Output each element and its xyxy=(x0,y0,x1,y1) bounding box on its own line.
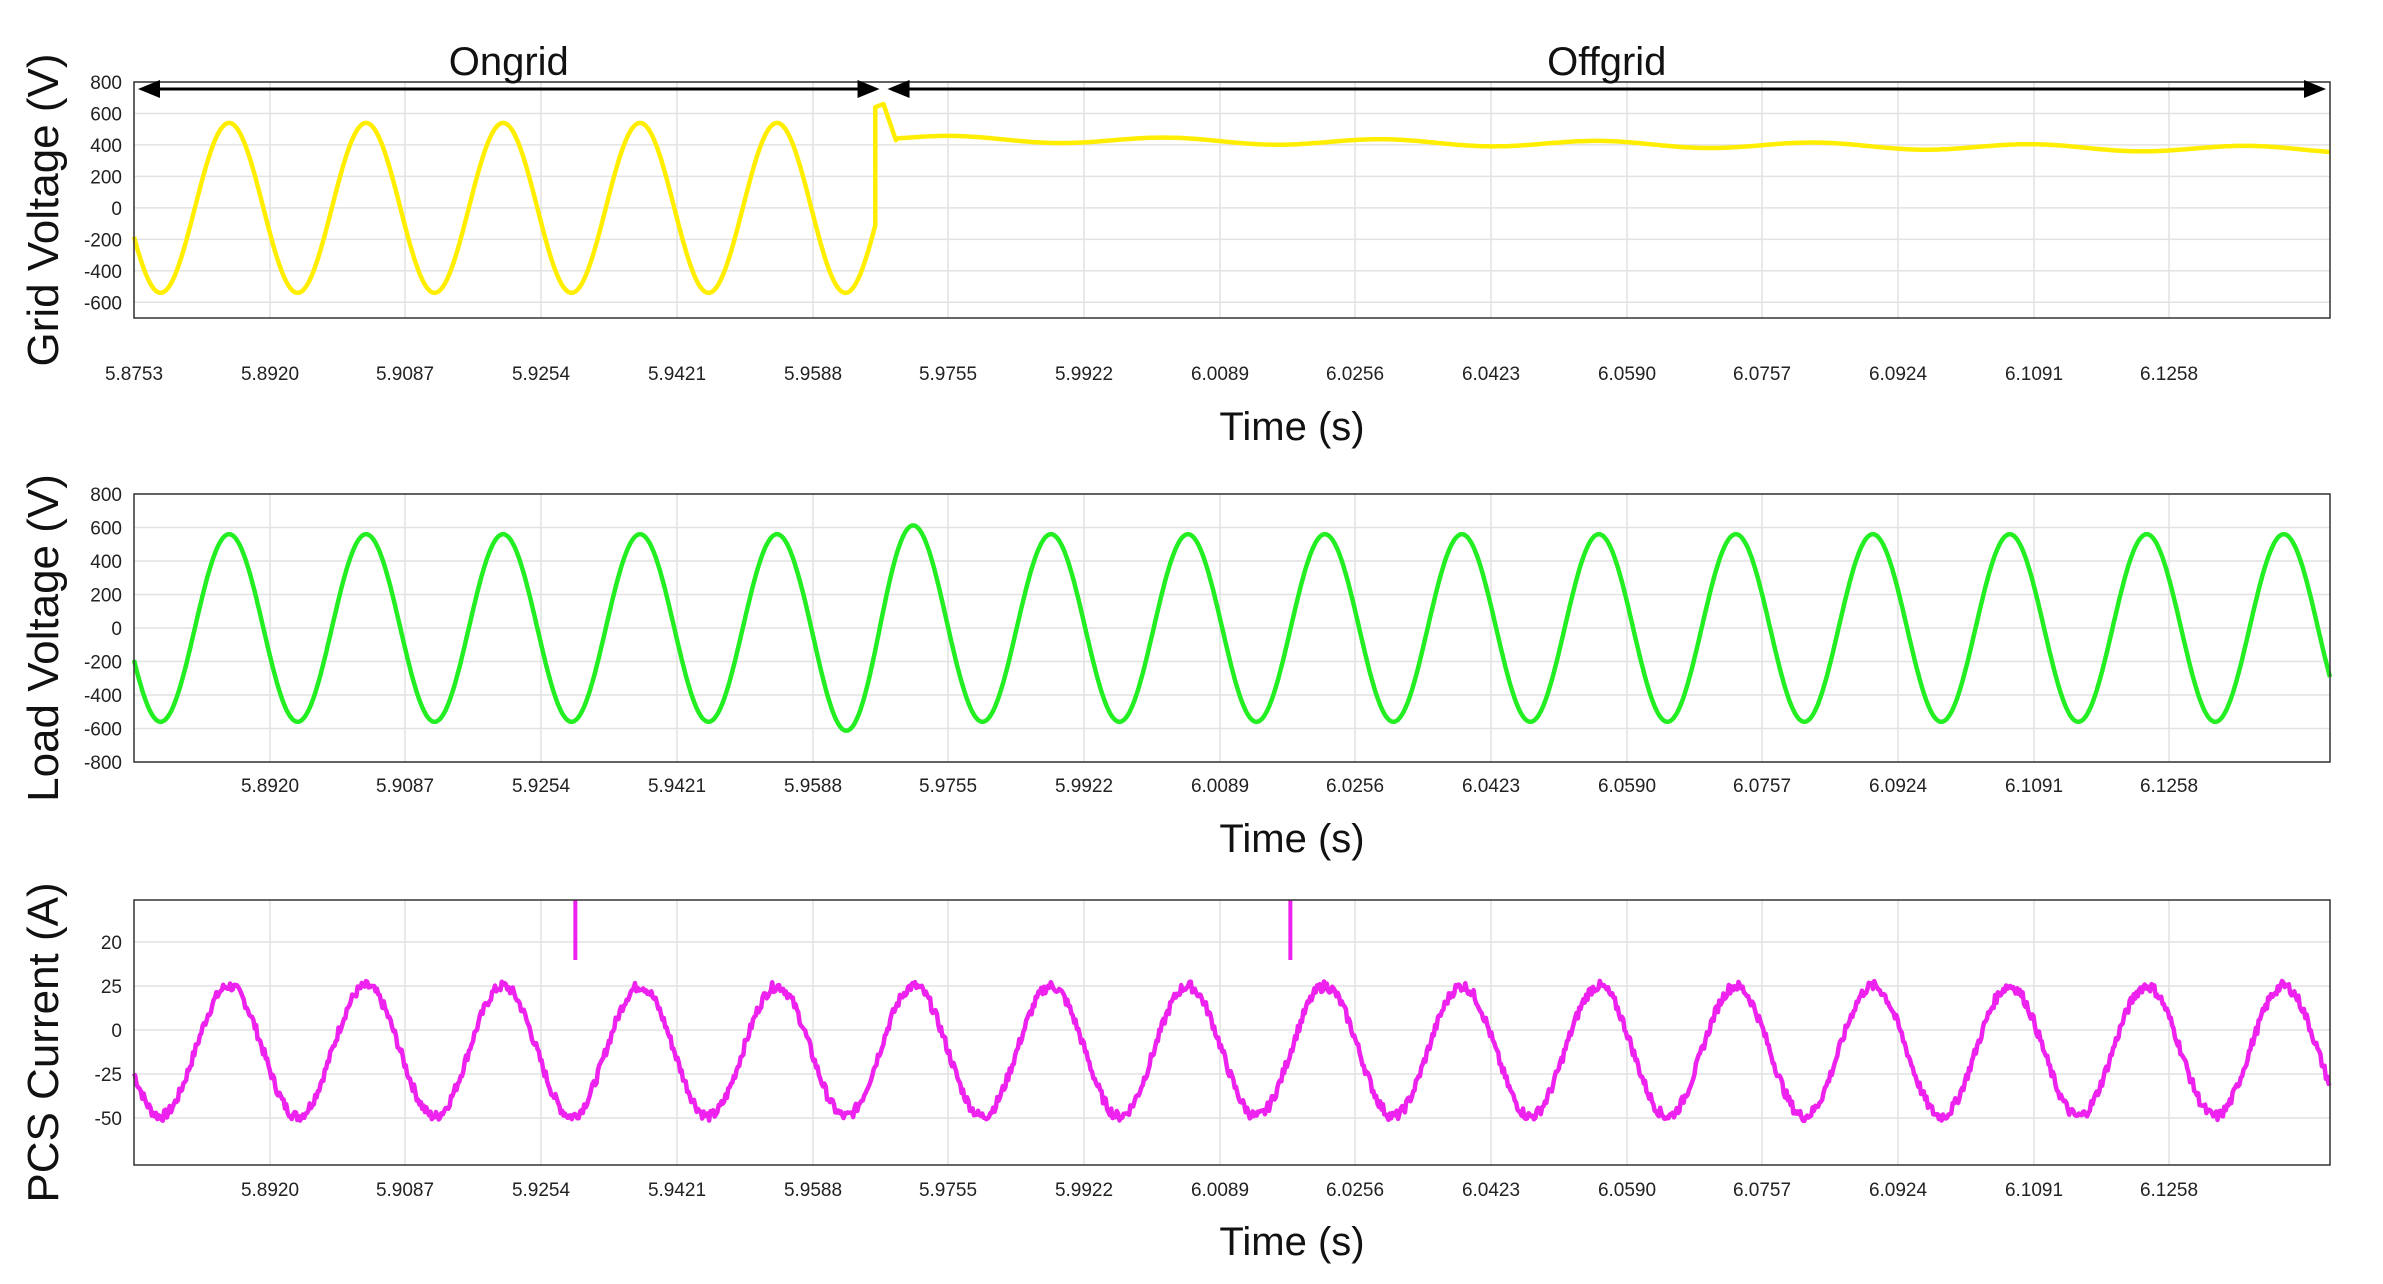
plot-area xyxy=(134,82,2330,318)
y-tick-label: 400 xyxy=(90,552,122,573)
region-label: Offgrid xyxy=(1547,40,1666,84)
y-axis-title: PCS Current (A) xyxy=(19,882,68,1202)
x-tick-label: 5.9087 xyxy=(376,364,434,385)
x-tick-label: 6.1091 xyxy=(2005,364,2063,385)
x-tick-label: 5.9254 xyxy=(512,1180,571,1201)
y-tick-label: 600 xyxy=(90,519,122,540)
series-line xyxy=(131,523,2333,733)
x-tick-label: 5.8920 xyxy=(241,1180,299,1201)
x-tick-label: 6.0423 xyxy=(1462,776,1520,797)
x-tick-label: 6.0590 xyxy=(1598,776,1656,797)
x-tick-label: 5.8753 xyxy=(105,364,163,385)
y-tick-label: -25 xyxy=(95,1065,122,1086)
x-tick-label: 5.9755 xyxy=(919,1180,977,1201)
y-axis-title: Grid Voltage (V) xyxy=(19,53,68,366)
y-tick-label: 800 xyxy=(90,73,122,94)
x-tick-label: 6.0924 xyxy=(1869,776,1928,797)
x-tick-label: 6.0256 xyxy=(1326,1180,1384,1201)
y-tick-label: 25 xyxy=(101,977,122,998)
x-tick-label: 6.0256 xyxy=(1326,364,1384,385)
x-tick-label: 6.1091 xyxy=(2005,776,2063,797)
x-tick-label: 5.9922 xyxy=(1055,1180,1113,1201)
x-tick-label: 6.1258 xyxy=(2140,776,2198,797)
x-tick-label: 5.9588 xyxy=(784,1180,842,1201)
x-tick-label: 5.9421 xyxy=(648,776,706,797)
x-tick-label: 5.9755 xyxy=(919,364,977,385)
y-tick-label: 0 xyxy=(111,619,122,640)
y-tick-label: 600 xyxy=(90,104,122,125)
x-tick-label: 5.9588 xyxy=(784,776,842,797)
x-tick-label: 6.0924 xyxy=(1869,1180,1928,1201)
chart-panel: 5.8920 5.9087 5.9254 5.9421 5.9588 5.9755 5.99… xyxy=(19,474,2333,861)
x-tick-label: 5.9421 xyxy=(648,364,706,385)
x-tick-label: 6.0757 xyxy=(1733,776,1791,797)
x-axis-title: Time (s) xyxy=(1219,1220,1364,1264)
y-tick-label: -200 xyxy=(84,230,122,251)
series-line xyxy=(131,978,2332,1124)
y-tick-label: -600 xyxy=(84,293,122,314)
chart-panel: 5.8753 5.8920 5.9087 5.9254 5.9421 5.9588 5.97… xyxy=(19,40,2331,449)
x-tick-label: 6.0089 xyxy=(1191,776,1249,797)
chart-panel: 5.8920 5.9087 5.9254 5.9421 5.9588 5.9755 5.99… xyxy=(19,882,2332,1264)
x-tick-label: 6.0089 xyxy=(1191,1180,1249,1201)
x-axis-title: Time (s) xyxy=(1219,405,1364,449)
arrowhead-right xyxy=(857,80,880,98)
y-tick-label: 20 xyxy=(101,933,122,954)
arrowhead-left xyxy=(887,80,910,98)
x-tick-label: 5.9421 xyxy=(648,1180,706,1201)
x-tick-label: 5.8920 xyxy=(241,364,299,385)
y-tick-label: 200 xyxy=(90,167,122,188)
x-tick-label: 6.0256 xyxy=(1326,776,1384,797)
y-tick-label: 800 xyxy=(90,485,122,506)
x-tick-label: 5.9922 xyxy=(1055,776,1113,797)
x-tick-label: 5.9755 xyxy=(919,776,977,797)
y-axis-title: Load Voltage (V) xyxy=(19,474,68,802)
plot-frame xyxy=(133,899,2331,1166)
x-tick-label: 6.1091 xyxy=(2005,1180,2063,1201)
x-tick-label: 6.0757 xyxy=(1733,1180,1791,1201)
x-tick-label: 5.8920 xyxy=(241,776,299,797)
x-tick-label: 6.0423 xyxy=(1462,364,1520,385)
y-tick-label: -800 xyxy=(84,753,122,774)
series-line xyxy=(131,101,2331,296)
x-tick-label: 5.9087 xyxy=(376,776,434,797)
x-tick-label: 5.9922 xyxy=(1055,364,1113,385)
x-tick-label: 6.1258 xyxy=(2140,1180,2198,1201)
y-tick-label: 0 xyxy=(111,199,122,220)
x-axis-title: Time (s) xyxy=(1219,817,1364,861)
y-tick-label: 400 xyxy=(90,136,122,157)
x-tick-label: 6.0423 xyxy=(1462,1180,1520,1201)
x-tick-label: 5.9254 xyxy=(512,776,571,797)
x-tick-label: 6.0757 xyxy=(1733,364,1791,385)
plot-frame xyxy=(133,493,2331,763)
plot-frame xyxy=(133,81,2331,319)
x-tick-label: 6.0089 xyxy=(1191,364,1249,385)
y-tick-label: 200 xyxy=(90,586,122,607)
y-tick-label: -50 xyxy=(95,1109,122,1130)
plot-area xyxy=(134,900,2330,1165)
y-tick-label: -400 xyxy=(84,262,122,283)
y-tick-label: 0 xyxy=(111,1021,122,1042)
y-tick-label: -200 xyxy=(84,653,122,674)
arrowhead-left xyxy=(138,80,160,98)
x-tick-label: 5.9254 xyxy=(512,364,571,385)
x-tick-label: 5.9087 xyxy=(376,1180,434,1201)
x-tick-label: 6.0590 xyxy=(1598,1180,1656,1201)
y-tick-label: -400 xyxy=(84,686,122,707)
arrowhead-right xyxy=(2304,80,2326,98)
region-label: Ongrid xyxy=(449,40,569,84)
x-tick-label: 5.9588 xyxy=(784,364,842,385)
x-tick-label: 6.1258 xyxy=(2140,364,2198,385)
y-tick-label: -600 xyxy=(84,720,122,741)
x-tick-label: 6.0590 xyxy=(1598,364,1656,385)
x-tick-label: 6.0924 xyxy=(1869,364,1928,385)
